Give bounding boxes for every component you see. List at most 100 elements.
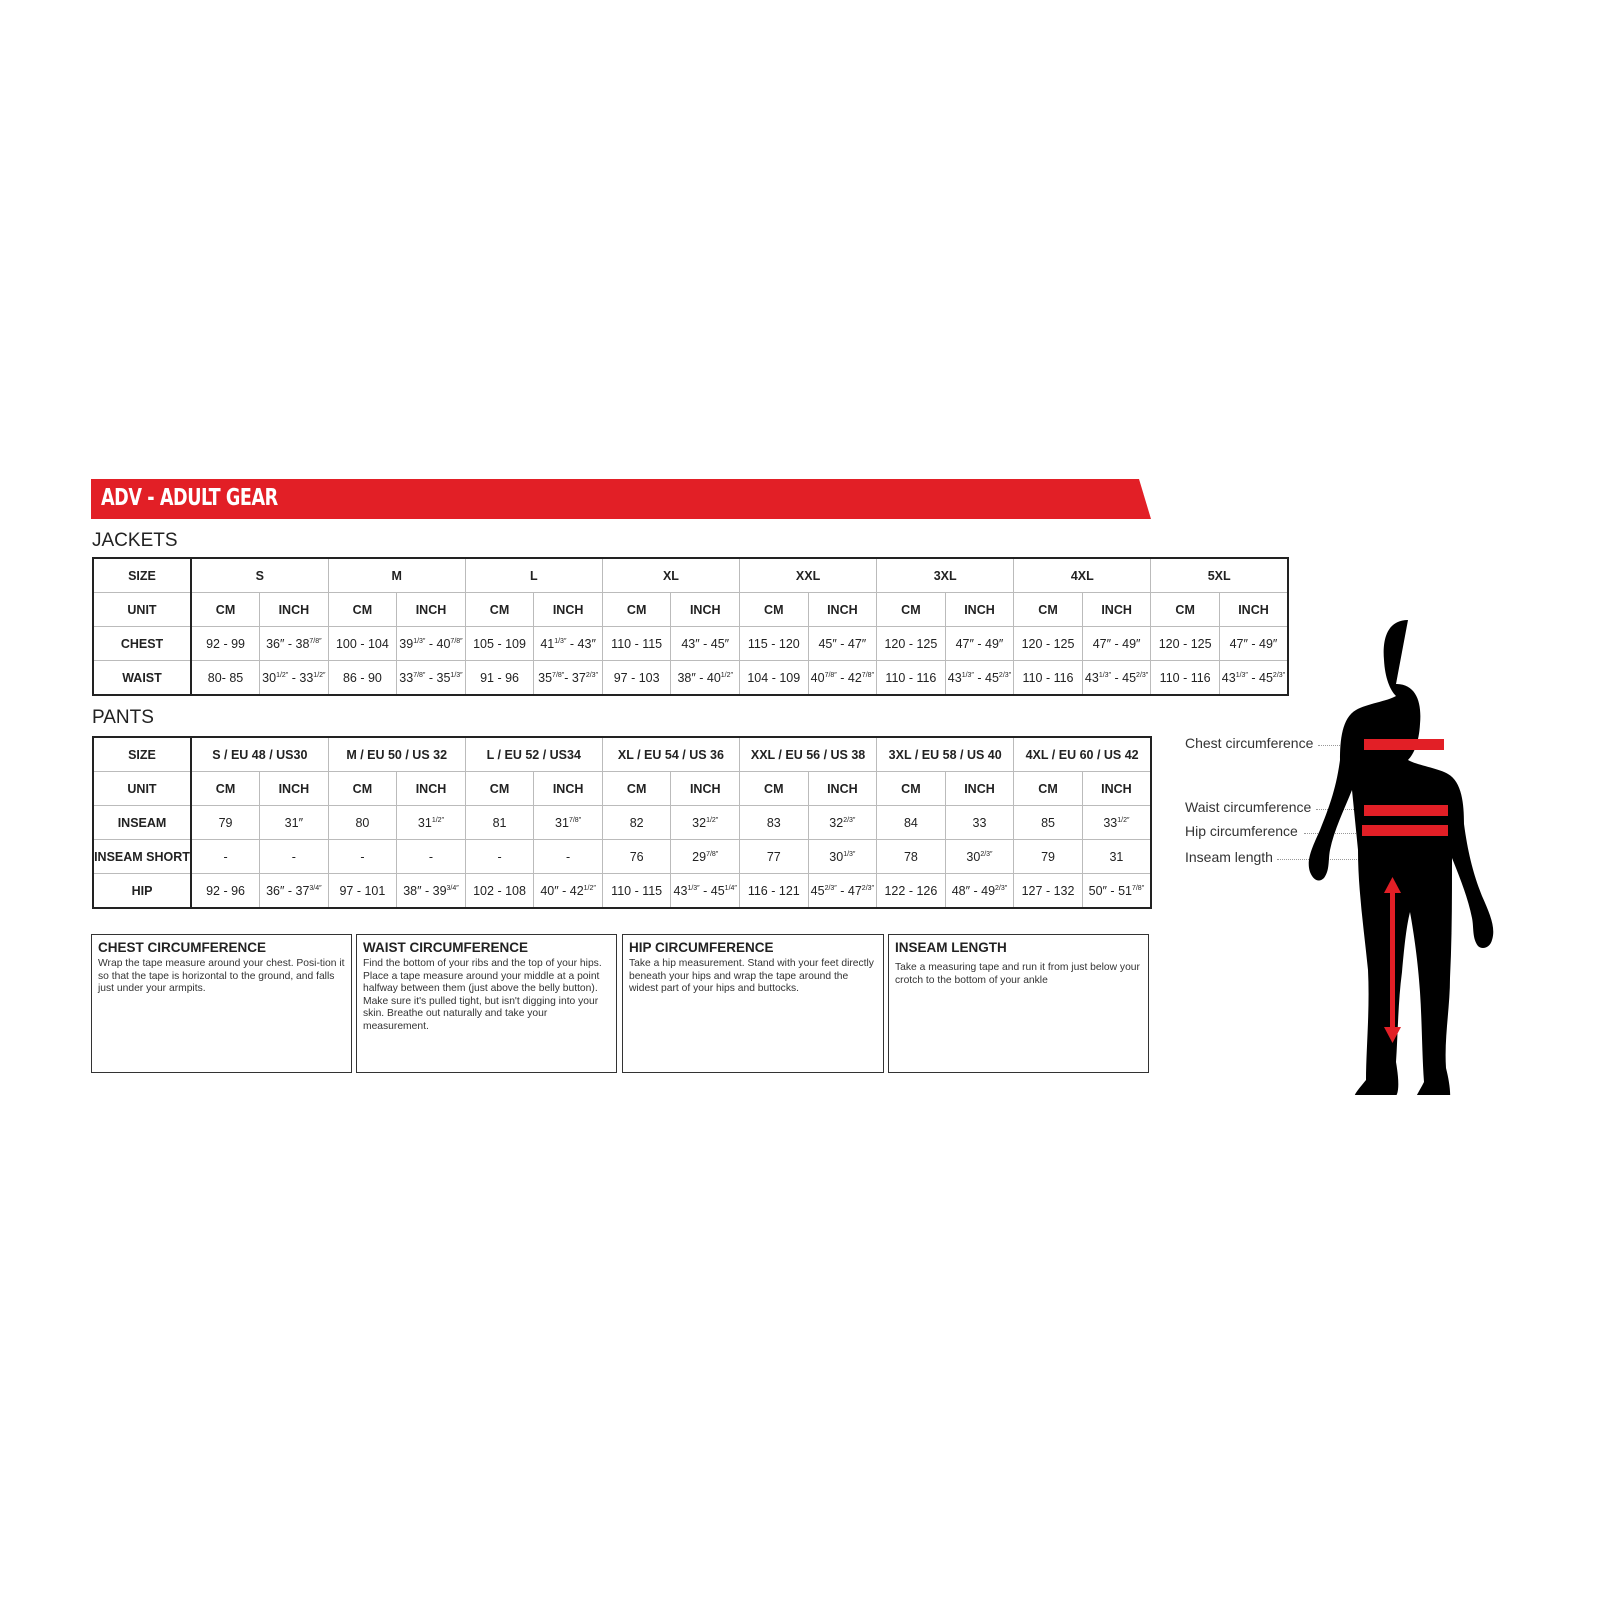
table-cell: 301/3″ [807, 839, 878, 874]
table-cell: 47″ - 49″ [1081, 626, 1152, 661]
table-cell: 110 - 116 [1013, 660, 1083, 696]
guide-title: HIP CIRCUMFERENCE [629, 940, 774, 955]
size-header: 3XL [876, 557, 1015, 593]
table-cell: 120 - 125 [1150, 626, 1220, 661]
table-cell: 115 - 120 [739, 626, 809, 661]
label-hip: Hip circumference [1185, 823, 1298, 839]
unit-header: INCH [944, 592, 1015, 627]
size-header: M / EU 50 / US 32 [327, 736, 466, 772]
table-cell: 36″ - 373/4″ [259, 873, 329, 909]
table-cell: 431/3″ - 452/3″ [944, 660, 1015, 696]
jackets-heading: JACKETS [92, 530, 178, 551]
unit-header: CM [876, 592, 946, 627]
label-inseam: Inseam length [1185, 849, 1273, 865]
inseam-arrow-icon [1384, 877, 1401, 1043]
table-cell: 97 - 101 [327, 873, 398, 909]
table-cell: 43″ - 45″ [670, 626, 740, 661]
guide-title: INSEAM LENGTH [895, 940, 1007, 955]
unit-header: CM [739, 592, 809, 627]
waist-tape-icon [1364, 805, 1448, 816]
chest-tape-icon [1364, 739, 1444, 750]
jackets-size-table: SIZE S M L XL XXL 3XL 4XL 5XL UNIT CM INCH CM INCH CM I… [92, 557, 1289, 696]
size-header: 3XL / EU 58 / US 40 [876, 736, 1015, 772]
leader-line [1277, 859, 1387, 860]
guide-chest: CHEST CIRCUMFERENCE Wrap the tape measure… [91, 934, 352, 1073]
guide-text: Take a measuring tape and run it from ju… [895, 962, 1140, 986]
unit-header: CM [464, 592, 535, 627]
table-cell: - [533, 839, 603, 874]
unit-header: CM [601, 592, 672, 627]
table-cell: 80 [327, 805, 398, 840]
table-cell: 92 - 96 [190, 873, 261, 909]
table-cell: - [396, 839, 466, 874]
table-cell: 127 - 132 [1013, 873, 1083, 909]
table-cell: 431/3″ - 451/4″ [670, 873, 740, 909]
table-cell: 38″ - 401/2″ [670, 660, 740, 696]
pants-heading: PANTS [92, 707, 154, 728]
table-cell: - [464, 839, 535, 874]
size-header: 5XL [1150, 557, 1289, 593]
table-cell: 31″ [259, 805, 329, 840]
size-header: XXL [738, 557, 878, 593]
unit-header: CM [190, 592, 261, 627]
table-cell: - [259, 839, 329, 874]
table-cell: 91 - 96 [464, 660, 535, 696]
table-cell: 86 - 90 [327, 660, 398, 696]
table-cell: 120 - 125 [1013, 626, 1083, 661]
body-silhouette-figure [1308, 620, 1494, 1095]
table-cell: 81 [464, 805, 535, 840]
table-cell: 36″ - 387/8″ [259, 626, 329, 661]
unit-header: INCH [670, 592, 740, 627]
table-cell: 122 - 126 [876, 873, 946, 909]
table-cell: 331/2″ [1081, 805, 1152, 840]
row-header: UNIT [92, 592, 192, 627]
table-cell: 38″ - 393/4″ [396, 873, 466, 909]
unit-header: CM [464, 771, 535, 806]
unit-header: CM [1013, 592, 1083, 627]
page-title: ADV - ADULT GEAR [101, 485, 278, 511]
unit-header: INCH [1081, 771, 1152, 806]
unit-header: INCH [670, 771, 740, 806]
table-cell: 45″ - 47″ [807, 626, 878, 661]
table-cell: 110 - 116 [1150, 660, 1220, 696]
size-header: S / EU 48 / US30 [190, 736, 329, 772]
table-cell: 110 - 115 [601, 626, 672, 661]
guide-text: Wrap the tape measure around your chest.… [98, 958, 345, 994]
table-cell: 48″ - 492/3″ [944, 873, 1015, 909]
row-header: CHEST [92, 626, 192, 661]
unit-row: UNIT CM INCH CM INCH CM INCH CM INCH CM INCH CM INCH… [92, 592, 1289, 627]
table-cell: 84 [876, 805, 946, 840]
table-cell: 297/8″ [670, 839, 740, 874]
label-waist: Waist circumference [1185, 799, 1312, 815]
table-cell: 100 - 104 [327, 626, 398, 661]
unit-header: CM [739, 771, 809, 806]
table-row: INSEAM SHORT - - - - - -76 297/8″ 77 301/3″ 78 302/… [92, 839, 1152, 874]
table-row: INSEAM 79 31″ 80 311/2″ 81 317/8″ 82 321/2″ 83 322… [92, 805, 1152, 840]
leader-line [1304, 833, 1366, 834]
table-cell: 47″ - 49″ [944, 626, 1015, 661]
table-cell: 77 [739, 839, 809, 874]
table-cell: 120 - 125 [876, 626, 946, 661]
table-cell: 431/3″ - 452/3″ [1081, 660, 1152, 696]
unit-header: CM [190, 771, 261, 806]
table-cell: 317/8″ [533, 805, 603, 840]
row-header: WAIST [92, 660, 192, 696]
table-row: CHEST 92 - 99 36″ - 387/8″ 100 - 104 391/3″ … [92, 626, 1289, 661]
table-cell: - [327, 839, 398, 874]
table-cell: 357/8″- 372/3″ [533, 660, 603, 696]
table-cell: 431/3″ - 452/3″ [1218, 660, 1289, 696]
hip-tape-icon [1362, 825, 1448, 836]
row-header: SIZE [92, 736, 192, 772]
table-cell: 321/2″ [670, 805, 740, 840]
size-header: M [327, 557, 466, 593]
row-header: INSEAM [92, 805, 192, 840]
table-cell: 79 [190, 805, 261, 840]
unit-header: INCH [1218, 592, 1289, 627]
table-cell: 47″ - 49″ [1218, 626, 1289, 661]
guide-waist: WAIST CIRCUMFERENCE Find the bottom of yo… [356, 934, 617, 1073]
table-cell: 105 - 109 [464, 626, 535, 661]
table-cell: 85 [1013, 805, 1083, 840]
body-silhouette [1308, 620, 1494, 1095]
table-cell: 302/3″ [944, 839, 1015, 874]
row-header: INSEAM SHORT [92, 839, 192, 874]
